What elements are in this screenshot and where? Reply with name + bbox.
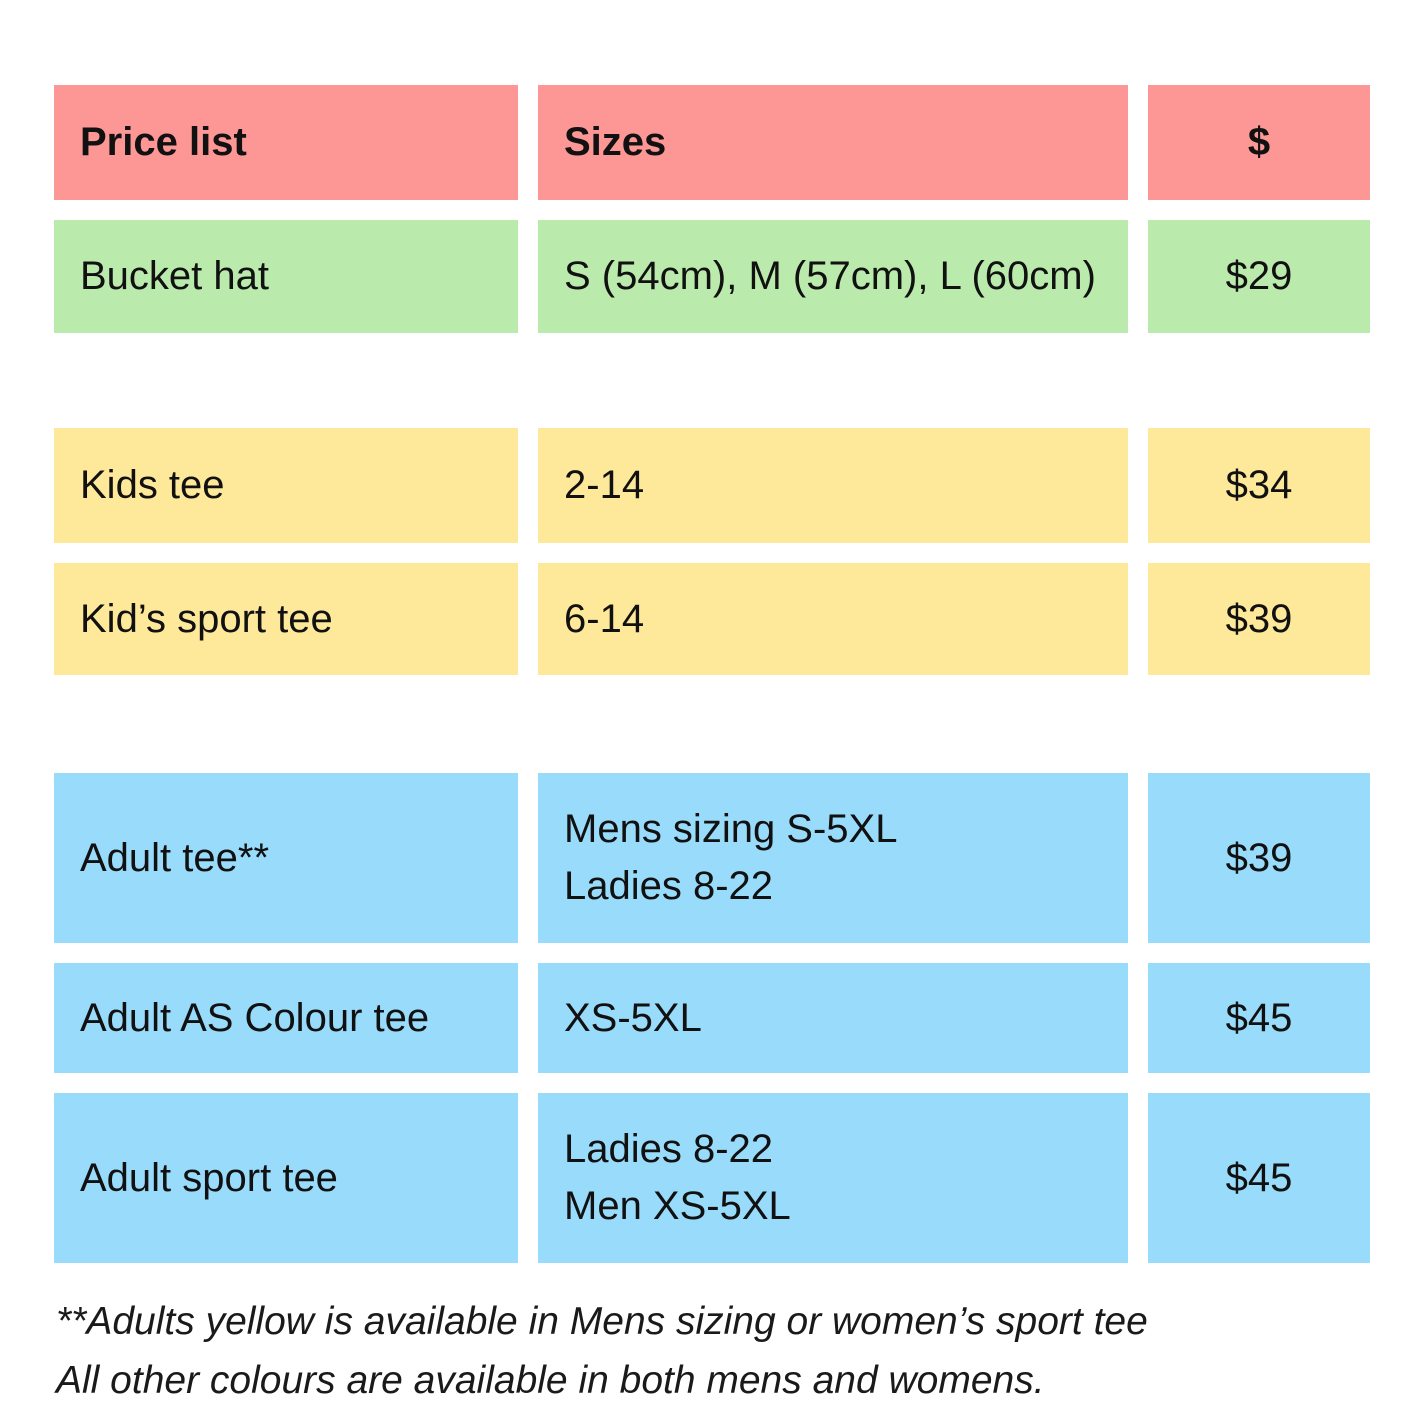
item-price: $34 — [1225, 463, 1293, 508]
item-price-cell: $29 — [1148, 220, 1370, 333]
item-price-cell: $34 — [1148, 428, 1370, 543]
item-sizes-cell: Mens sizing S-5XL Ladies 8-22 — [538, 773, 1128, 943]
header-price-list-label: Price list — [80, 120, 247, 165]
item-price: $29 — [1225, 254, 1293, 299]
table-row-adult-as-colour-tee: Adult AS Colour tee XS-5XL $45 — [54, 963, 1370, 1073]
table-row-kids-sport-tee: Kid’s sport tee 6-14 $39 — [54, 563, 1370, 675]
item-price-cell: $45 — [1148, 963, 1370, 1073]
item-name: Adult AS Colour tee — [80, 995, 430, 1040]
table-row-bucket-hat: Bucket hat S (54cm), M (57cm), L (60cm) … — [54, 220, 1370, 333]
item-sizes-cell: S (54cm), M (57cm), L (60cm) — [538, 220, 1128, 333]
header-sizes: Sizes — [538, 85, 1128, 200]
item-name-cell: Adult sport tee — [54, 1093, 518, 1263]
item-sizes-cell: 2-14 — [538, 428, 1128, 543]
item-sizes-line: Ladies 8-22 — [564, 1127, 774, 1172]
header-sizes-label: Sizes — [564, 120, 667, 165]
item-name: Bucket hat — [80, 254, 270, 299]
header-price-symbol-label: $ — [1247, 120, 1271, 165]
item-price: $39 — [1225, 835, 1293, 880]
header-price-symbol: $ — [1148, 85, 1370, 200]
item-name-cell: Kids tee — [54, 428, 518, 543]
item-name-cell: Kid’s sport tee — [54, 563, 518, 675]
item-price-cell: $39 — [1148, 563, 1370, 675]
item-name-cell: Adult AS Colour tee — [54, 963, 518, 1073]
item-name: Adult tee** — [80, 835, 270, 880]
item-sizes-line: XS-5XL — [564, 995, 702, 1040]
footnote: **Adults yellow is available in Mens siz… — [56, 1292, 1376, 1411]
item-price-cell: $39 — [1148, 773, 1370, 943]
item-name: Kids tee — [80, 463, 225, 508]
item-price: $39 — [1225, 596, 1293, 641]
item-price: $45 — [1225, 995, 1293, 1040]
item-sizes-line: S (54cm), M (57cm), L (60cm) — [564, 254, 1096, 299]
footnote-line-2: All other colours are available in both … — [56, 1359, 1045, 1403]
item-sizes-cell: Ladies 8-22 Men XS-5XL — [538, 1093, 1128, 1263]
price-table: Price list Sizes $ Bucket hat S (54cm), … — [54, 85, 1370, 1263]
item-price-cell: $45 — [1148, 1093, 1370, 1263]
item-sizes-cell: XS-5XL — [538, 963, 1128, 1073]
item-name-cell: Bucket hat — [54, 220, 518, 333]
item-sizes-cell: 6-14 — [538, 563, 1128, 675]
item-name: Kid’s sport tee — [80, 596, 333, 641]
item-price: $45 — [1225, 1155, 1293, 1200]
item-sizes-line: Ladies 8-22 — [564, 864, 774, 908]
item-name: Adult sport tee — [80, 1155, 338, 1200]
table-row-adult-tee: Adult tee** Mens sizing S-5XL Ladies 8-2… — [54, 773, 1370, 943]
table-row-adult-sport-tee: Adult sport tee Ladies 8-22 Men XS-5XL $… — [54, 1093, 1370, 1263]
footnote-line-1: **Adults yellow is available in Mens siz… — [56, 1300, 1148, 1343]
table-header-row: Price list Sizes $ — [54, 85, 1370, 200]
item-sizes-line: Mens sizing S-5XL — [564, 807, 898, 852]
table-row-kids-tee: Kids tee 2-14 $34 — [54, 428, 1370, 543]
item-sizes-line: Men XS-5XL — [564, 1184, 791, 1228]
header-price-list: Price list — [54, 85, 518, 200]
item-name-cell: Adult tee** — [54, 773, 518, 943]
item-sizes-line: 2-14 — [564, 463, 645, 508]
item-sizes-line: 6-14 — [564, 596, 645, 641]
